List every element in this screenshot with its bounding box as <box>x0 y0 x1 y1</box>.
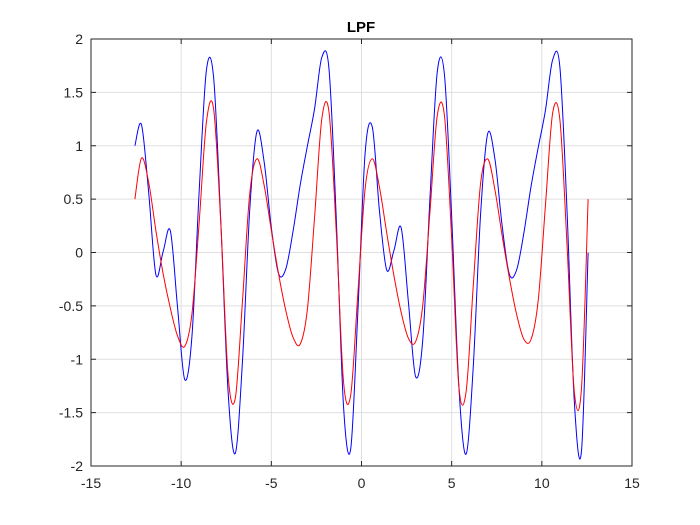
y-tick-label: 1.5 <box>64 84 84 100</box>
series-line-blue <box>134 50 589 460</box>
x-tick-label: -15 <box>81 475 101 491</box>
tick-layer: -15 -10 -5 0 5 10 15 -2 -1.5 -1 -0.5 0 0.5 1 1.5 2 <box>59 31 640 491</box>
series-line-red <box>134 100 589 412</box>
x-tick-label: 15 <box>624 475 640 491</box>
y-tick-label: 1 <box>75 138 83 154</box>
chart-title: LPF <box>347 19 375 36</box>
x-tick-label: 5 <box>448 475 456 491</box>
x-tick-label: 10 <box>534 475 550 491</box>
series-layer <box>134 50 589 460</box>
y-tick-label: -1.5 <box>59 405 83 421</box>
y-tick-label: -2 <box>71 458 84 474</box>
plot-frame <box>90 38 633 467</box>
x-tick-label: -10 <box>171 475 191 491</box>
y-tick-label: 0.5 <box>64 191 84 207</box>
x-tick-label: -5 <box>265 475 278 491</box>
y-tick-label: -1 <box>71 351 84 367</box>
y-tick-label: 2 <box>75 31 83 47</box>
y-tick-label: 0 <box>75 245 83 261</box>
y-tick-label: -0.5 <box>59 298 83 314</box>
x-tick-label: 0 <box>358 475 366 491</box>
